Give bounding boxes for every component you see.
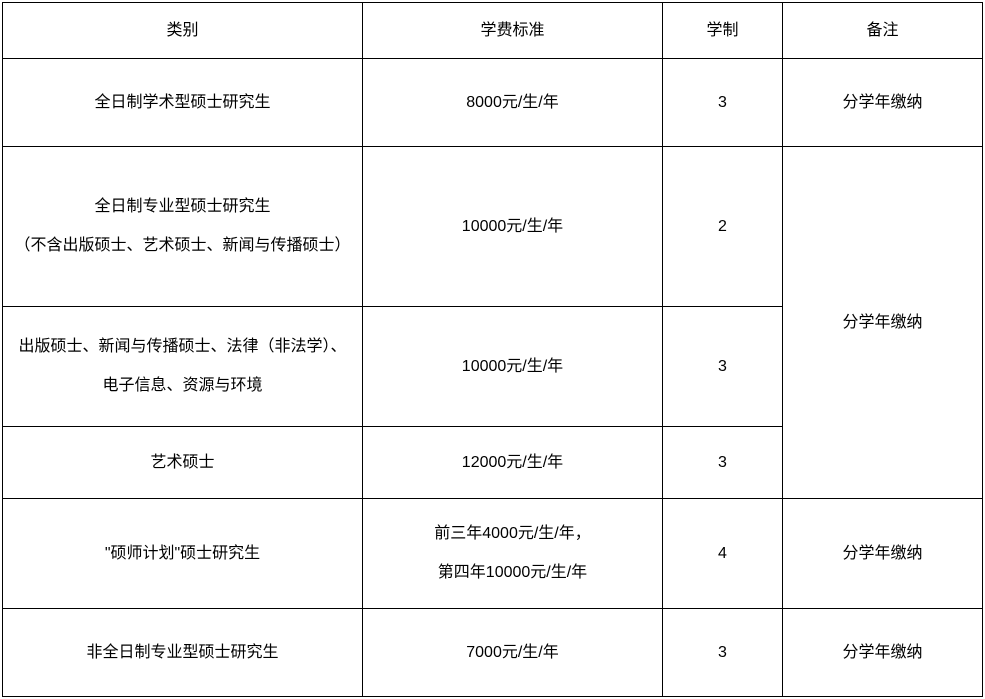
cell-duration: 3 — [663, 427, 783, 499]
cell-note: 分学年缴纳 — [783, 59, 983, 147]
cell-note: 分学年缴纳 — [783, 499, 983, 609]
cell-category: "硕师计划"硕士研究生 — [3, 499, 363, 609]
table-row: "硕师计划"硕士研究生 前三年4000元/生/年， 第四年10000元/生/年 … — [3, 499, 983, 609]
tuition-fee-table: 类别 学费标准 学制 备注 全日制学术型硕士研究生 8000元/生/年 3 分学… — [2, 2, 983, 697]
cell-duration: 3 — [663, 59, 783, 147]
cell-category: 全日制专业型硕士研究生 （不含出版硕士、艺术硕士、新闻与传播硕士） — [3, 147, 363, 307]
cell-category: 非全日制专业型硕士研究生 — [3, 609, 363, 697]
cell-fee: 12000元/生/年 — [363, 427, 663, 499]
cell-duration: 4 — [663, 499, 783, 609]
cell-category: 艺术硕士 — [3, 427, 363, 499]
cell-category: 出版硕士、新闻与传播硕士、法律（非法学）、电子信息、资源与环境 — [3, 307, 363, 427]
header-category: 类别 — [3, 3, 363, 59]
cell-fee: 8000元/生/年 — [363, 59, 663, 147]
cell-fee: 10000元/生/年 — [363, 147, 663, 307]
cell-duration: 3 — [663, 609, 783, 697]
category-line-2: （不含出版硕士、艺术硕士、新闻与传播硕士） — [11, 227, 354, 265]
cell-duration: 3 — [663, 307, 783, 427]
table-row: 全日制学术型硕士研究生 8000元/生/年 3 分学年缴纳 — [3, 59, 983, 147]
cell-duration: 2 — [663, 147, 783, 307]
cell-note: 分学年缴纳 — [783, 609, 983, 697]
cell-category: 全日制学术型硕士研究生 — [3, 59, 363, 147]
cell-fee: 7000元/生/年 — [363, 609, 663, 697]
header-note: 备注 — [783, 3, 983, 59]
header-duration: 学制 — [663, 3, 783, 59]
table-row: 全日制专业型硕士研究生 （不含出版硕士、艺术硕士、新闻与传播硕士） 10000元… — [3, 147, 983, 307]
category-line-1: 全日制专业型硕士研究生 — [11, 188, 354, 226]
cell-note-merged: 分学年缴纳 — [783, 147, 983, 499]
header-fee: 学费标准 — [363, 3, 663, 59]
cell-fee: 前三年4000元/生/年， 第四年10000元/生/年 — [363, 499, 663, 609]
fee-line-2: 第四年10000元/生/年 — [371, 554, 654, 592]
fee-line-1: 前三年4000元/生/年， — [371, 515, 654, 553]
table-row: 非全日制专业型硕士研究生 7000元/生/年 3 分学年缴纳 — [3, 609, 983, 697]
cell-fee: 10000元/生/年 — [363, 307, 663, 427]
table-header-row: 类别 学费标准 学制 备注 — [3, 3, 983, 59]
